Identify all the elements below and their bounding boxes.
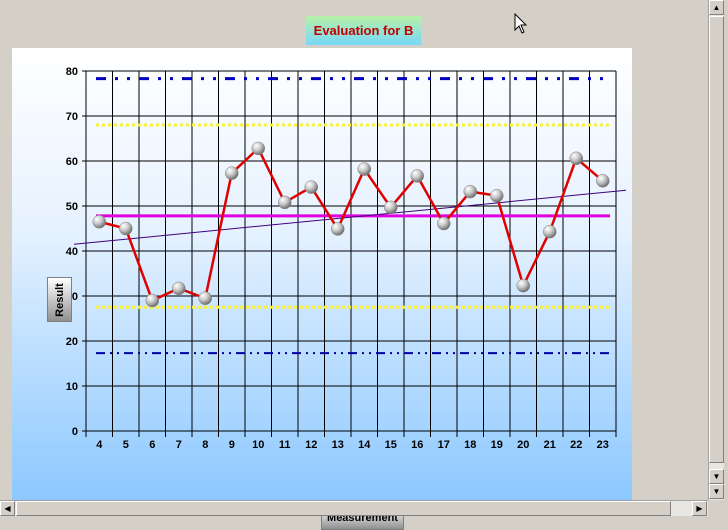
data-point [516,278,530,293]
x-tick-label: 13 [332,439,344,451]
x-tick-label: 9 [229,439,235,451]
scroll-up-button[interactable]: ▲ [709,0,724,15]
y-tick-label: 20 [66,336,78,348]
data-point [172,281,186,296]
data-point [251,141,265,156]
data-point [304,180,318,194]
data-point [119,221,133,236]
x-tick-label: 16 [411,439,423,451]
data-point [596,174,610,188]
data-point [92,215,106,229]
data-point [225,166,239,180]
x-tick-label: 19 [491,439,503,451]
data-point [278,195,292,210]
data-point [384,200,398,215]
x-tick-label: 22 [570,439,582,451]
x-tick-label: 20 [517,439,529,451]
x-tick-label: 23 [597,439,609,451]
y-tick-label: 80 [66,66,78,78]
chart-svg: 0102030405060708045678910111213141516171… [66,66,627,451]
y-tick-label: 50 [66,201,78,213]
x-tick-label: 8 [202,439,208,451]
chart-title: Evaluation for B [306,16,421,45]
data-point [357,162,371,176]
x-tick-label: 12 [305,439,317,451]
scroll-left-button[interactable]: ◀ [0,501,15,516]
x-tick-label: 7 [176,439,182,451]
vertical-scroll-thumb[interactable] [709,16,724,463]
data-point [543,224,557,239]
data-point [145,293,159,308]
data-point [569,151,583,166]
horizontal-scrollbar[interactable]: ◀ ▶ [0,500,708,516]
vertical-scrollbar[interactable]: ▲ ▼ ▼ [708,0,724,500]
scroll-right-button[interactable]: ▶ [692,501,707,516]
data-point [410,169,424,183]
x-tick-label: 10 [252,439,264,451]
data-point [331,222,345,236]
x-tick-label: 17 [438,439,450,451]
x-tick-label: 18 [464,439,476,451]
y-tick-label: 0 [72,426,78,438]
y-tick-label: 40 [66,246,78,258]
scroll-down-button-2[interactable]: ▼ [709,484,724,499]
mouse-pointer-icon [514,13,528,34]
x-tick-label: 6 [149,439,155,451]
plot-panel: 0102030405060708045678910111213141516171… [12,48,632,530]
horizontal-scroll-thumb[interactable] [16,501,671,516]
x-tick-label: 5 [123,439,129,451]
x-tick-label: 15 [385,439,397,451]
y-axis-label[interactable]: Result [47,277,72,322]
data-point [437,216,451,231]
x-tick-label: 21 [544,439,556,451]
data-point [198,291,212,305]
scroll-down-button[interactable]: ▼ [709,469,724,484]
x-tick-label: 4 [96,439,103,451]
y-tick-label: 10 [66,381,78,393]
y-tick-label: 70 [66,111,78,123]
x-tick-label: 11 [279,439,291,451]
data-point [490,188,504,203]
x-tick-label: 14 [358,439,371,451]
data-point [463,184,477,199]
y-tick-label: 60 [66,156,78,168]
trend-line [73,189,627,245]
